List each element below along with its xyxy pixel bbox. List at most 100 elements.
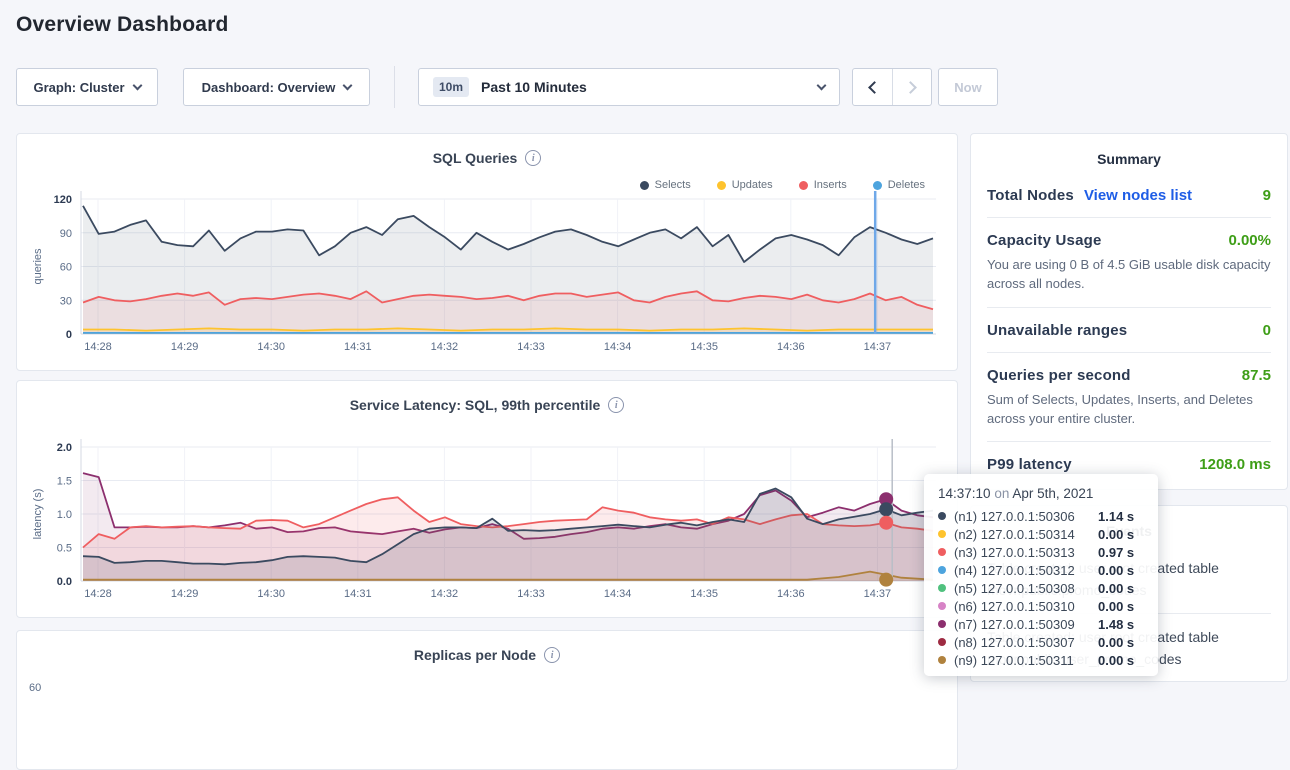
tooltip-node-value: 0.00 s <box>1098 635 1144 650</box>
graph-dropdown-label: Graph: Cluster <box>33 80 124 95</box>
summary-label: Total Nodes <box>987 187 1074 204</box>
dashboard-dropdown[interactable]: Dashboard: Overview <box>183 68 370 106</box>
y-tick-label: 1.0 <box>57 509 72 521</box>
tooltip-node-label: (n3) 127.0.0.1:50313 <box>954 545 1090 560</box>
summary-rows: Total Nodes View nodes list 9 Capacity Usag… <box>971 173 1287 486</box>
y-tick-label: 0.0 <box>57 576 72 588</box>
divider <box>394 66 395 108</box>
x-tick-label: 14:28 <box>84 341 112 353</box>
summary-title: Summary <box>971 151 1287 167</box>
time-range-dropdown[interactable]: 10m Past 10 Minutes <box>418 68 840 106</box>
summary-value: 0.00% <box>1228 232 1271 249</box>
tooltip-date: Apr 5th, 2021 <box>1012 486 1093 501</box>
summary-label: Queries per second <box>987 367 1131 384</box>
x-tick-label: 14:34 <box>604 341 632 353</box>
tooltip-node-label: (n7) 127.0.0.1:50309 <box>954 617 1090 632</box>
latency-chart[interactable]: 0.00.51.01.52.014:2814:2914:3014:3114:32… <box>17 411 959 611</box>
y-tick-label: 0.5 <box>57 543 72 555</box>
now-button-label: Now <box>954 80 981 95</box>
hover-point-dot <box>879 516 893 530</box>
tooltip-time: 14:37:10 <box>938 486 991 501</box>
tooltip-timestamp: 14:37:10 on Apr 5th, 2021 <box>938 486 1144 501</box>
time-nav-arrows <box>852 68 932 106</box>
info-icon[interactable]: i <box>544 647 560 663</box>
latency-panel: Service Latency: SQL, 99th percentile i … <box>16 380 958 618</box>
y-tick-label: 30 <box>60 295 72 307</box>
summary-value: 1208.0 ms <box>1199 456 1271 473</box>
x-tick-label: 14:37 <box>864 341 892 353</box>
x-tick-label: 14:34 <box>604 588 632 600</box>
time-range-label: Past 10 Minutes <box>481 79 587 95</box>
tooltip-node-label: (n8) 127.0.0.1:50307 <box>954 635 1090 650</box>
tooltip-node-row: (n4) 127.0.0.1:503120.00 s <box>938 561 1144 579</box>
tooltip-node-row: (n8) 127.0.0.1:50307 0.00 s <box>938 633 1144 651</box>
x-tick-label: 14:32 <box>431 341 459 353</box>
summary-label: Capacity Usage <box>987 232 1102 249</box>
tooltip-conjunction: on <box>991 486 1013 501</box>
sql-queries-panel: SQL Queries i SelectsUpdatesInsertsDelet… <box>16 133 958 371</box>
y-tick-label: 90 <box>60 228 72 240</box>
y-tick-label: 1.5 <box>57 476 72 488</box>
summary-value: 0 <box>1263 322 1271 339</box>
tooltip-node-label: (n2) 127.0.0.1:50314 <box>954 527 1090 542</box>
chart-title: Replicas per Node <box>414 647 536 663</box>
x-tick-label: 14:33 <box>517 341 545 353</box>
summary-panel: Summary Total Nodes View nodes list 9 Capac… <box>970 133 1288 490</box>
chevron-down-icon <box>343 80 353 90</box>
y-axis-title: latency (s) <box>32 489 44 540</box>
x-tick-label: 14:30 <box>257 588 285 600</box>
node-color-dot-icon <box>938 566 946 574</box>
chevron-down-icon <box>132 80 142 90</box>
x-tick-label: 14:28 <box>84 588 112 600</box>
x-tick-label: 14:29 <box>171 341 199 353</box>
node-color-dot-icon <box>938 620 946 628</box>
tooltip-node-row: (n3) 127.0.0.1:50313 0.97 s <box>938 543 1144 561</box>
time-next-button[interactable] <box>892 69 931 105</box>
page-title: Overview Dashboard <box>16 13 229 37</box>
x-tick-label: 14:31 <box>344 341 372 353</box>
graph-dropdown[interactable]: Graph: Cluster <box>16 68 158 106</box>
now-button[interactable]: Now <box>938 68 998 106</box>
replicas-panel: Replicas per Node i <box>16 630 958 770</box>
summary-description: You are using 0 B of 4.5 GiB usable disk… <box>987 256 1271 294</box>
node-color-dot-icon <box>938 656 946 664</box>
y-tick-label: 2.0 <box>57 442 72 454</box>
node-color-dot-icon <box>938 548 946 556</box>
x-tick-label: 14:29 <box>171 588 199 600</box>
node-color-dot-icon <box>938 512 946 520</box>
x-tick-label: 14:37 <box>864 588 892 600</box>
tooltip-node-value: 0.00 s <box>1098 563 1144 578</box>
replicas-y-tick: 60 <box>29 682 41 694</box>
chart-hover-tooltip: 14:37:10 on Apr 5th, 2021 (n1) 127.0.0.1… <box>924 474 1158 676</box>
tooltip-node-row: (n2) 127.0.0.1:50314 0.00 s <box>938 525 1144 543</box>
view-nodes-list-link[interactable]: View nodes list <box>1084 187 1192 204</box>
x-tick-label: 14:32 <box>431 588 459 600</box>
node-color-dot-icon <box>938 602 946 610</box>
node-color-dot-icon <box>938 530 946 538</box>
chevron-down-icon <box>817 80 827 90</box>
tooltip-node-value: 0.97 s <box>1098 545 1144 560</box>
summary-label: P99 latency <box>987 456 1072 473</box>
x-tick-label: 14:33 <box>517 588 545 600</box>
tooltip-node-value: 0.00 s <box>1098 599 1144 614</box>
tooltip-node-row: (n9) 127.0.0.1:503110.00 s <box>938 651 1144 669</box>
tooltip-node-value: 1.14 s <box>1098 509 1144 524</box>
chevron-left-icon <box>868 81 881 94</box>
summary-row: Total Nodes View nodes list 9 <box>987 173 1271 218</box>
summary-row: Queries per second87.5Sum of Selects, Up… <box>987 353 1271 443</box>
hover-point-dot <box>879 573 893 587</box>
dashboard-dropdown-label: Dashboard: Overview <box>202 80 336 95</box>
x-tick-label: 14:35 <box>690 341 718 353</box>
tooltip-node-value: 0.00 s <box>1098 527 1144 542</box>
summary-value: 87.5 <box>1242 367 1271 384</box>
time-prev-button[interactable] <box>853 69 892 105</box>
sql-queries-chart[interactable]: 030609012014:2814:2914:3014:3114:3214:33… <box>17 164 959 364</box>
tooltip-node-row: (n6) 127.0.0.1:503100.00 s <box>938 597 1144 615</box>
summary-value: 9 <box>1263 187 1271 204</box>
x-tick-label: 14:36 <box>777 341 805 353</box>
node-color-dot-icon <box>938 638 946 646</box>
tooltip-rows: (n1) 127.0.0.1:503061.14 s(n2) 127.0.0.1… <box>938 507 1144 669</box>
tooltip-node-label: (n1) 127.0.0.1:50306 <box>954 509 1090 524</box>
x-tick-label: 14:36 <box>777 588 805 600</box>
summary-row: Unavailable ranges0 <box>987 308 1271 353</box>
